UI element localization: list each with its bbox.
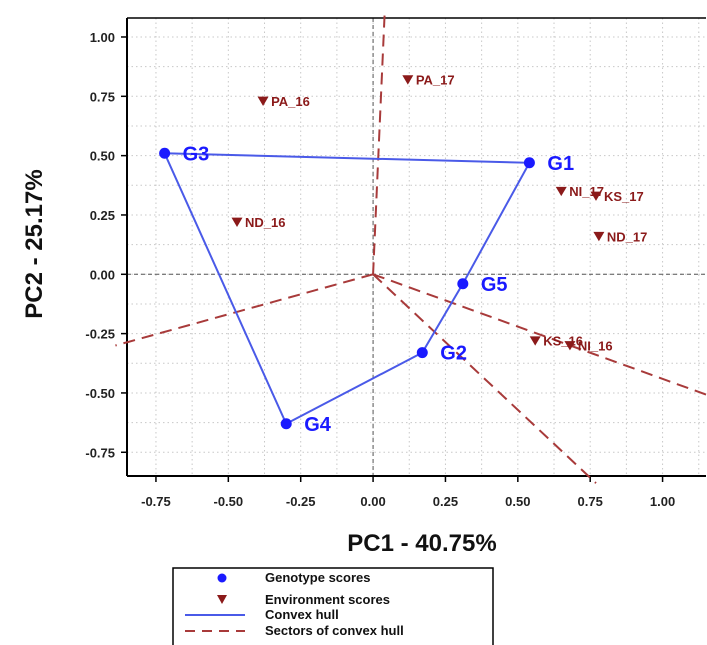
y-tick-label: 0.25 — [90, 208, 115, 223]
sector-ray — [372, 13, 386, 275]
environment-label: NI_17 — [569, 184, 604, 199]
y-tick-label: -0.50 — [85, 386, 115, 401]
genotype-label: G4 — [304, 414, 332, 436]
environment-label: ND_16 — [245, 215, 285, 230]
x-tick-label: -0.75 — [141, 494, 171, 509]
genotype-point — [523, 157, 535, 169]
x-tick-label: 0.00 — [360, 494, 385, 509]
legend-label: Sectors of convex hull — [265, 623, 404, 638]
convex-hull — [163, 152, 532, 426]
sector-ray — [372, 273, 597, 484]
environment-point — [564, 341, 576, 351]
environment-point — [231, 217, 243, 228]
genotype-label: G5 — [481, 274, 508, 296]
legend-label: Convex hull — [265, 607, 339, 622]
convex-hull-polygon — [163, 152, 532, 426]
genotype-point — [416, 347, 428, 359]
x-tick-label: -0.25 — [286, 494, 316, 509]
environment-label: PA_17 — [416, 73, 455, 88]
x-axis-title: PC1 - 40.75% — [347, 530, 496, 557]
y-axis-title: PC2 - 25.17% — [21, 169, 48, 318]
genotype-point — [457, 278, 469, 290]
legend-label: Genotype scores — [265, 570, 371, 585]
environment-point — [402, 75, 414, 85]
genotype-label: G3 — [183, 143, 210, 165]
x-tick-label: 0.25 — [433, 494, 458, 509]
genotype-label: G1 — [547, 153, 574, 175]
environment-label: NI_16 — [578, 338, 613, 353]
x-tick-label: 1.00 — [650, 494, 675, 509]
data-points — [159, 75, 605, 430]
environment-label: KS_17 — [604, 189, 644, 204]
y-tick-label: 0.00 — [90, 267, 115, 282]
grid-layer — [127, 18, 706, 476]
legend-label: Environment scores — [265, 592, 390, 607]
environment-point — [593, 231, 605, 242]
environment-label: KS_16 — [543, 334, 583, 349]
legend-box — [172, 567, 494, 645]
axes: -0.75 -0.50 -0.25 0.00 0.25 0.50 0.75 1.00 -0.75… — [85, 17, 706, 509]
environment-point — [257, 96, 269, 107]
legend-environment-marker — [217, 595, 227, 604]
sector-lines — [115, 13, 707, 484]
genotype-point — [159, 147, 171, 159]
genotype-point — [280, 418, 292, 430]
environment-point — [529, 336, 541, 346]
environment-label: PA_16 — [271, 94, 310, 109]
y-tick-label: -0.25 — [85, 327, 115, 342]
y-tick-label: 0.75 — [90, 89, 115, 104]
environment-point — [555, 186, 567, 197]
y-tick-label: -0.75 — [85, 445, 115, 460]
y-tick-label: 1.00 — [90, 30, 115, 45]
x-tick-label: 0.50 — [505, 494, 530, 509]
y-tick-label: 0.50 — [90, 149, 115, 164]
sector-ray — [115, 273, 374, 347]
sector-ray — [372, 273, 707, 396]
environment-point — [590, 191, 602, 201]
x-tick-label: -0.50 — [214, 494, 244, 509]
x-tick-label: 0.75 — [578, 494, 603, 509]
environment-label: ND_17 — [607, 229, 647, 244]
genotype-label: G2 — [440, 343, 467, 365]
point-labels: G1 G2 G3 G4 G5 PA_16 PA_17 ND_16 ND_17 NI_17 KS_17… — [183, 73, 648, 436]
legend: Genotype scores Environment scoresConvex … — [172, 567, 494, 645]
legend-genotype-marker — [217, 573, 227, 583]
